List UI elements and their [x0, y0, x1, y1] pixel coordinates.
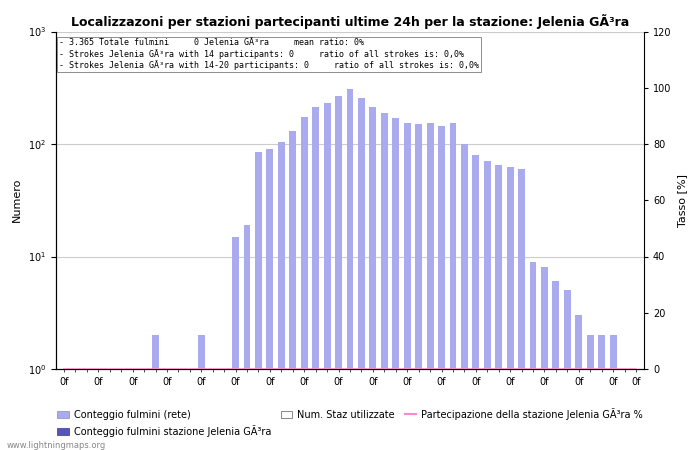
Bar [198, 335, 204, 450]
Bar [552, 281, 559, 450]
Bar [541, 267, 548, 450]
Bar [301, 117, 308, 450]
Bar [575, 315, 582, 450]
Bar [358, 98, 365, 450]
Bar [370, 107, 377, 450]
Bar [484, 162, 491, 450]
Bar [530, 261, 536, 450]
Bar [426, 122, 433, 450]
Bar [496, 165, 502, 450]
Bar [335, 96, 342, 450]
Bar [461, 144, 468, 450]
Title: Localizzazoni per stazioni partecipanti ultime 24h per la stazione: Jelenia GÃ³r: Localizzazoni per stazioni partecipanti … [71, 14, 629, 29]
Bar [404, 122, 411, 450]
Bar [564, 290, 570, 450]
Bar [141, 369, 148, 450]
Bar [152, 335, 159, 450]
Bar [267, 149, 274, 450]
Bar [220, 369, 228, 450]
Bar [392, 118, 399, 450]
Bar [587, 335, 594, 450]
Bar [244, 225, 251, 450]
Bar [415, 124, 422, 450]
Bar [633, 369, 639, 450]
Legend: Conteggio fulmini (rete), Conteggio fulmini stazione Jelenia GÃ³ra, Num. Staz ut: Conteggio fulmini (rete), Conteggio fulm… [53, 404, 647, 441]
Bar [449, 122, 456, 450]
Bar [83, 369, 90, 450]
Text: www.lightningmaps.org: www.lightningmaps.org [7, 441, 106, 450]
Bar [507, 166, 514, 450]
Bar [381, 112, 388, 450]
Bar [438, 126, 445, 450]
Bar [518, 169, 525, 450]
Bar [598, 335, 605, 450]
Bar [278, 142, 285, 450]
Bar [610, 335, 617, 450]
Bar [118, 369, 125, 450]
Bar [323, 104, 330, 450]
Bar [164, 369, 170, 450]
Bar [72, 369, 79, 450]
Bar [473, 155, 480, 450]
Bar [106, 369, 113, 450]
Bar [130, 369, 136, 450]
Bar [621, 369, 628, 450]
Bar [186, 369, 193, 450]
Bar [232, 237, 239, 450]
Bar [346, 89, 354, 450]
Bar [255, 152, 262, 450]
Bar [175, 369, 182, 450]
Y-axis label: Numero: Numero [13, 178, 22, 222]
Text: - 3.365 Totale fulmini     0 Jelenia GÃ³ra     mean ratio: 0%
- Strokes Jelenia : - 3.365 Totale fulmini 0 Jelenia GÃ³ra m… [59, 38, 479, 70]
Y-axis label: Tasso [%]: Tasso [%] [677, 174, 687, 227]
Bar [61, 369, 67, 450]
Bar [95, 369, 101, 450]
Bar [209, 369, 216, 450]
Bar [289, 131, 296, 450]
Bar [312, 107, 319, 450]
